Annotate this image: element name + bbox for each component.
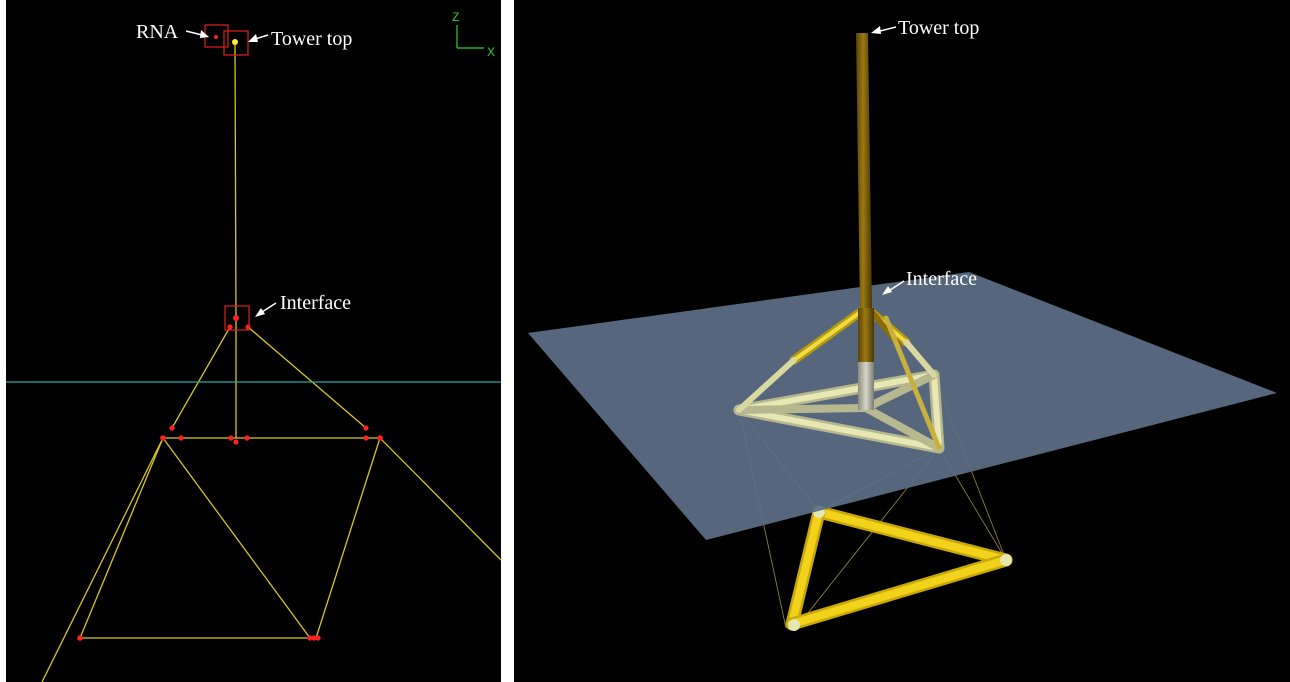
- interface-label: Interface: [906, 268, 977, 290]
- tower-top-node: [232, 39, 238, 45]
- upper-frame: [733, 369, 945, 454]
- node: [228, 435, 234, 441]
- inner-strut: [862, 371, 938, 412]
- arrows: [871, 26, 905, 295]
- frame-left-leg: [79, 437, 164, 639]
- node: [363, 435, 369, 441]
- structure-lines: [41, 41, 501, 682]
- x-axis-label: X: [487, 45, 495, 59]
- node: [178, 435, 184, 441]
- tower-base: [858, 308, 874, 362]
- arrows: [185, 30, 277, 317]
- interface-highlight-box: [224, 305, 250, 331]
- rna-node: [214, 35, 218, 39]
- axis-triad: [456, 25, 484, 49]
- node: [227, 324, 233, 330]
- node-markers: [77, 35, 383, 641]
- tower-top-label: Tower top: [898, 17, 979, 39]
- left-brace-line: [171, 326, 231, 429]
- upper-frame-member-highlight: [736, 372, 937, 413]
- lower-frame-member-highlight: [788, 508, 823, 628]
- node: [233, 439, 239, 445]
- lower-frame-node: [788, 619, 800, 631]
- node: [311, 635, 317, 641]
- tower: [856, 33, 872, 308]
- lower-frame: [785, 505, 1013, 631]
- render-canvas: Tower top Interface: [528, 17, 1277, 631]
- lower-frame-node: [1000, 554, 1012, 566]
- node: [160, 435, 166, 441]
- right-brace-line: [247, 326, 367, 429]
- inner-strut: [735, 404, 870, 414]
- frame-right-leg: [315, 437, 381, 639]
- brace-lower: [903, 339, 937, 378]
- upper-frame-member-highlight: [931, 372, 942, 451]
- lower-frame-member-highlight: [788, 556, 1010, 628]
- brace-lower: [883, 315, 942, 451]
- rna-label: RNA: [136, 21, 179, 43]
- sea-plane: [528, 272, 1277, 540]
- inner-strut: [862, 404, 943, 452]
- upper-braces: [736, 303, 942, 451]
- z-axis-label: Z: [452, 10, 459, 24]
- node: [77, 635, 83, 641]
- node: [315, 635, 321, 641]
- wireframe-view: RNA Tower top Interface Z X: [6, 0, 501, 682]
- node: [245, 324, 251, 330]
- mooring-line-right: [379, 437, 501, 561]
- render-view: Tower top Interface: [514, 0, 1290, 682]
- node: [363, 425, 369, 431]
- tower-top-highlight-box: [223, 30, 249, 56]
- interface-label: Interface: [280, 292, 351, 314]
- node: [307, 635, 313, 641]
- node: [169, 425, 175, 431]
- tower-top-label: Tower top: [271, 28, 352, 50]
- frame-diagonal: [162, 437, 311, 639]
- upper-frame-member-highlight: [736, 407, 942, 451]
- center-column: [858, 360, 874, 410]
- brace-lower: [736, 357, 797, 413]
- node: [244, 435, 250, 441]
- brace-highlight: [792, 306, 868, 362]
- tower-line: [234, 41, 237, 323]
- wireframe-canvas: RNA Tower top Interface Z X: [6, 10, 501, 682]
- highlight-boxes: [204, 24, 250, 331]
- mooring-line-left: [41, 437, 164, 682]
- interface-node: [233, 315, 239, 321]
- node: [377, 435, 383, 441]
- lower-frame-member-highlight: [815, 508, 1010, 564]
